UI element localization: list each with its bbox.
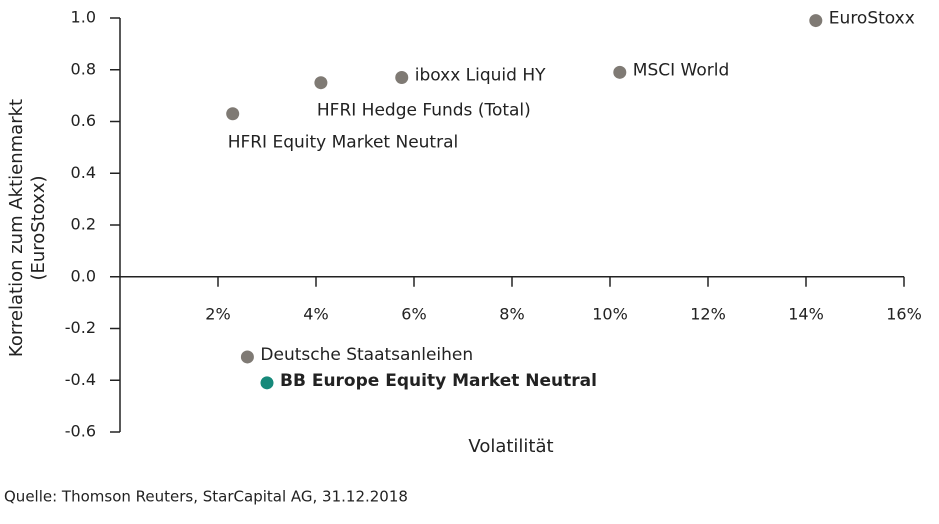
- y-axis-label: Korrelation zum Aktienmarkt: [6, 99, 27, 357]
- data-point: [809, 14, 823, 28]
- point-label: HFRI Equity Market Neutral: [228, 133, 459, 153]
- x-tick-label: 14%: [788, 304, 824, 323]
- x-tick-label: 12%: [690, 304, 726, 323]
- y-tick-label: -0.2: [65, 318, 96, 337]
- x-tick-label: 10%: [592, 304, 628, 323]
- data-point: [260, 376, 274, 390]
- y-tick-label: -0.6: [65, 422, 96, 441]
- x-tick-label: 6%: [401, 304, 426, 323]
- point-label: MSCI World: [633, 60, 729, 80]
- y-tick-label: 0.0: [71, 266, 96, 285]
- y-axis-label: (EuroStoxx): [28, 175, 49, 280]
- point-label: iboxx Liquid HY: [415, 66, 546, 86]
- point-label: EuroStoxx: [829, 9, 915, 29]
- x-tick-label: 4%: [303, 304, 328, 323]
- point-label: BB Europe Equity Market Neutral: [280, 371, 597, 391]
- data-point: [226, 107, 240, 121]
- source-note: Quelle: Thomson Reuters, StarCapital AG,…: [4, 488, 408, 506]
- y-tick-label: -0.4: [65, 370, 96, 389]
- y-tick-label: 0.4: [71, 163, 96, 182]
- y-tick-label: 0.2: [71, 215, 96, 234]
- data-point: [395, 71, 409, 85]
- x-axis-label: Volatilität: [468, 436, 553, 457]
- x-tick-label: 8%: [499, 304, 524, 323]
- y-tick-label: 0.6: [71, 111, 96, 130]
- data-point: [613, 65, 627, 79]
- x-tick-label: 2%: [205, 304, 230, 323]
- point-label: Deutsche Staatsanleihen: [260, 345, 473, 365]
- y-tick-label: 1.0: [71, 8, 96, 27]
- y-tick-label: 0.8: [71, 59, 96, 78]
- point-label: HFRI Hedge Funds (Total): [317, 101, 531, 121]
- x-tick-label: 16%: [886, 304, 922, 323]
- data-point: [240, 350, 254, 364]
- data-point: [314, 76, 328, 90]
